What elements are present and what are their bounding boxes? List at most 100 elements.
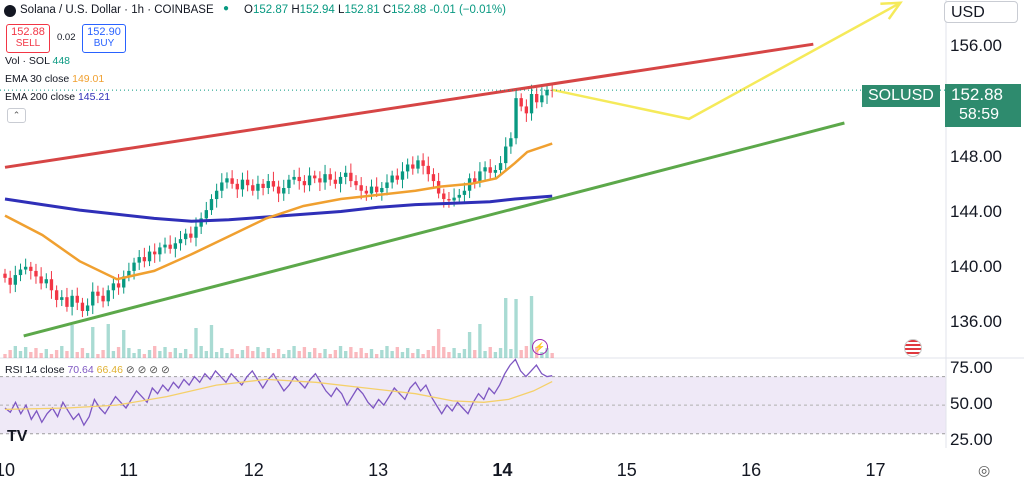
ema30-legend[interactable]: EMA 30 close 149.01 [5, 73, 105, 85]
volume-bar [416, 349, 420, 358]
candle-body [509, 138, 513, 147]
candle-body [13, 275, 18, 285]
candle-body [240, 179, 245, 190]
candle-body [297, 176, 301, 182]
volume-bar [287, 350, 291, 358]
volume-bar [529, 296, 534, 358]
volume-bar [8, 350, 12, 358]
candle-body [452, 197, 456, 201]
volume-bar [493, 352, 498, 358]
candle-body [96, 291, 100, 296]
x-tick-label: 12 [243, 460, 264, 480]
symbol-price-label: SOLUSD [862, 85, 940, 107]
lower-trendline [23, 121, 845, 338]
candle-body [529, 93, 534, 114]
lightning-icon[interactable]: ⚡ [532, 339, 548, 355]
sell-button[interactable]: 152.88 SELL [6, 24, 50, 53]
volume-bar [369, 349, 374, 358]
volume-bar [292, 346, 296, 358]
candle-body [3, 273, 7, 278]
volume-bar [137, 349, 141, 358]
volume-bar [251, 351, 255, 358]
candle-body [34, 270, 38, 277]
candle-body [65, 297, 69, 307]
candle-body [333, 179, 338, 184]
candle-body [349, 172, 353, 182]
candle-body [473, 178, 477, 183]
candle-body [524, 106, 529, 114]
candle-body [23, 266, 28, 270]
volume-bar [421, 354, 425, 358]
x-tick-label: 17 [865, 460, 886, 480]
volume-bar [214, 352, 219, 358]
collapse-legend-button[interactable]: ⌃ [7, 108, 26, 123]
volume-bar [183, 349, 188, 358]
candle-body [271, 181, 276, 187]
volume-bar [271, 353, 276, 358]
candle-body [60, 297, 64, 300]
candle-body [545, 89, 549, 96]
rsi-tick-label: 25.00 [950, 429, 993, 449]
market-open-dot-icon: ● [223, 3, 230, 14]
volume-bar [54, 350, 59, 358]
ema200-legend[interactable]: EMA 200 close 145.21 [5, 91, 111, 103]
volume-bar [153, 346, 157, 358]
x-tick-label: 10 [0, 460, 16, 480]
candle-body [251, 185, 255, 191]
volume-bar [411, 353, 415, 358]
y-tick-label: 136.00 [950, 312, 1002, 332]
rsi-tick-label: 75.00 [950, 358, 993, 378]
candle-body [127, 270, 131, 277]
volume-bar [132, 353, 136, 358]
x-tick-label: 13 [368, 460, 389, 480]
volume-bar [106, 324, 110, 358]
volume-bar [514, 299, 518, 358]
volume-bar [318, 353, 322, 358]
rsi-legend[interactable]: RSI 14 close 70.64 66.46 ⊘ ⊘ ⊘ ⊘ [5, 364, 170, 376]
currency-select[interactable]: USD [944, 1, 1018, 23]
candle-body [344, 172, 348, 177]
tradingview-logo[interactable]: TV [7, 428, 28, 445]
volume-bar [344, 351, 348, 358]
buy-button[interactable]: 152.90 BUY [82, 24, 126, 53]
candle-body [323, 174, 327, 183]
volume-bar [282, 354, 286, 358]
candle-body [173, 243, 178, 249]
candle-body [142, 257, 147, 262]
volume-bar [220, 348, 224, 358]
candle-body [266, 181, 270, 188]
volume-bar [23, 347, 28, 358]
volume-bar [509, 349, 513, 358]
candle-body [364, 190, 369, 194]
volume-bar [116, 347, 121, 358]
candle-body [214, 190, 219, 200]
candle-body [426, 165, 430, 175]
volume-bar [189, 354, 193, 358]
volume-bar [380, 350, 384, 358]
us-flag-icon[interactable] [904, 339, 922, 357]
settings-icon[interactable]: ◎ [978, 462, 991, 478]
volume-bar [323, 349, 327, 358]
volume-bar [333, 350, 338, 358]
candle-body [498, 163, 503, 171]
candle-body [91, 291, 95, 306]
candle-body [380, 187, 384, 193]
volume-bar [313, 348, 317, 358]
candle-body [122, 276, 126, 288]
volume-bar [442, 347, 446, 358]
volume-bar [34, 348, 38, 358]
symbol-title[interactable]: Solana / U.S. Dollar · 1h · COINBASE [20, 4, 214, 16]
volume-bar [49, 354, 54, 358]
rsi-ma-line [4, 378, 553, 411]
candle-body [390, 175, 394, 183]
candle-body [220, 182, 224, 191]
x-tick-label: 15 [616, 460, 637, 480]
volume-legend[interactable]: Vol · SOL 448 [5, 55, 71, 67]
volume-bar [307, 352, 312, 358]
candle-body [442, 193, 446, 200]
candle-body [519, 98, 523, 107]
candle-body [369, 186, 374, 194]
volume-bar [245, 346, 250, 358]
candle-body [106, 290, 110, 302]
